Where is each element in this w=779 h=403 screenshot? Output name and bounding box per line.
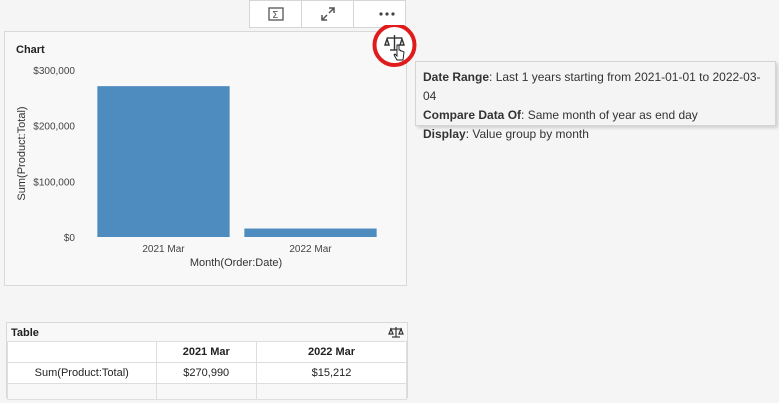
balance-scale-icon bbox=[372, 23, 417, 67]
chart-panel: Chart $0 $100,000 $200,000 $300,000 2021 Mar… bbox=[4, 31, 407, 286]
y-tick-label: $100,000 bbox=[33, 177, 75, 188]
x-tick-label: 2021 Mar bbox=[142, 244, 185, 255]
chart-title: Chart bbox=[16, 44, 45, 56]
table-title: Table bbox=[11, 327, 39, 339]
table-panel: Table 2021 Mar 2022 Mar Sum(Product:Tota… bbox=[6, 322, 408, 400]
compare-button[interactable] bbox=[371, 23, 418, 72]
table-header bbox=[7, 341, 157, 363]
table-header: 2021 Mar bbox=[155, 341, 257, 363]
tooltip-row-compare: Compare Data Of: Same month of year as e… bbox=[423, 108, 698, 122]
table-cell: Sum(Product:Total) bbox=[7, 362, 157, 384]
table-cell: $270,990 bbox=[155, 362, 257, 384]
y-tick-label: $200,000 bbox=[33, 122, 75, 133]
expand-button[interactable] bbox=[302, 1, 354, 27]
y-axis-label: Sum(Product:Total) bbox=[16, 106, 28, 200]
tooltip-row-date-range: Date Range: Last 1 years starting from 2… bbox=[423, 70, 761, 103]
table-cell: $15,212 bbox=[256, 362, 407, 384]
bar bbox=[244, 228, 377, 237]
bar bbox=[97, 86, 230, 237]
y-tick-label: $0 bbox=[64, 233, 76, 244]
table-row: Sum(Product:Total) $270,990 $15,212 bbox=[7, 362, 407, 384]
tooltip-row-display: Display: Value group by month bbox=[423, 127, 589, 141]
bar-chart: $0 $100,000 $200,000 $300,000 2021 Mar 2022 M… bbox=[16, 66, 377, 269]
compare-tooltip: Date Range: Last 1 years starting from 2… bbox=[415, 61, 776, 141]
summary-table: 2021 Mar 2022 Mar Sum(Product:Total) $27… bbox=[7, 341, 407, 400]
table-empty-row bbox=[7, 383, 407, 400]
expand-icon bbox=[320, 7, 335, 21]
formula-button[interactable]: Σ bbox=[250, 1, 302, 27]
table-header: 2022 Mar bbox=[256, 341, 407, 363]
more-button[interactable] bbox=[368, 0, 406, 28]
formula-icon: Σ bbox=[267, 7, 284, 21]
table-header-row: 2021 Mar 2022 Mar bbox=[7, 341, 407, 363]
y-tick-label: $300,000 bbox=[33, 66, 75, 77]
balance-scale-icon[interactable] bbox=[388, 325, 404, 339]
more-icon bbox=[378, 12, 395, 16]
x-axis-label: Month(Order:Date) bbox=[190, 257, 282, 269]
svg-text:Σ: Σ bbox=[272, 10, 278, 21]
x-tick-label: 2022 Mar bbox=[289, 244, 332, 255]
